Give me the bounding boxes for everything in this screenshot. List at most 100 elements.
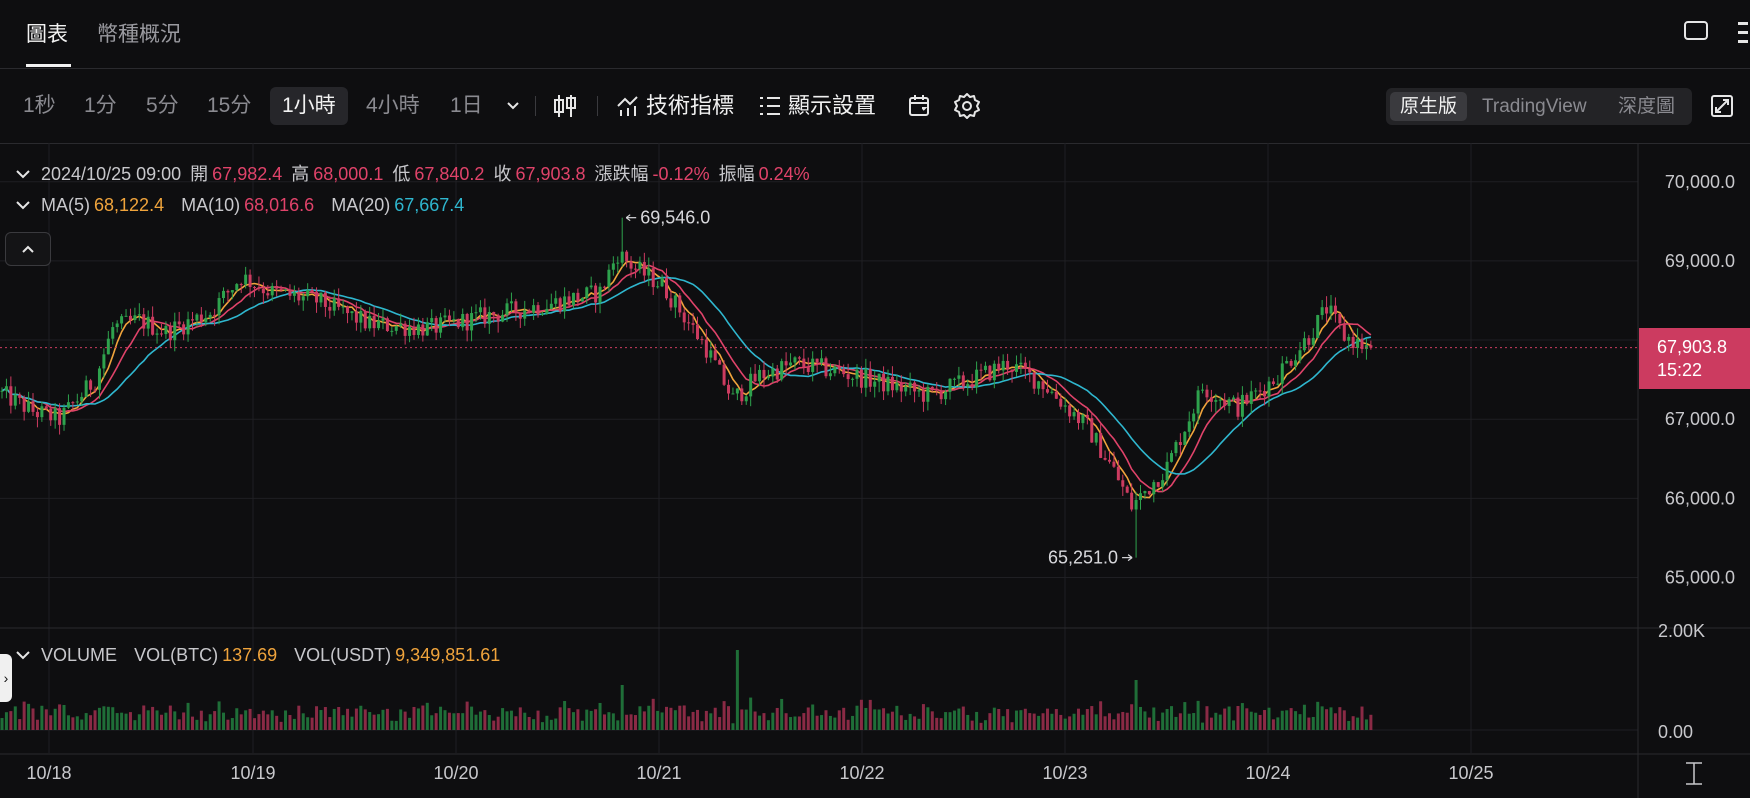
axis-reset-icon[interactable] (1686, 762, 1702, 785)
candle-body (53, 408, 57, 421)
timeframe-4h[interactable]: 4小時 (366, 94, 420, 117)
volume-bar (939, 718, 943, 730)
volume-bar (669, 707, 673, 730)
candle-body (1342, 323, 1346, 341)
more-icon[interactable] (1736, 20, 1750, 46)
calendar-icon[interactable] (907, 93, 933, 119)
view-tradingview[interactable]: TradingView (1482, 96, 1587, 117)
candle-body (997, 363, 1001, 371)
timeframe-15m[interactable]: 15分 (207, 94, 252, 117)
indicator-icon (617, 96, 638, 116)
candle-type-icon[interactable] (553, 93, 577, 119)
view-depth[interactable]: 深度圖 (1618, 96, 1676, 117)
candle-body (416, 324, 420, 335)
candle-body (363, 310, 367, 329)
chevron-down-icon[interactable] (14, 168, 32, 182)
volume-bar (673, 710, 677, 730)
volume-bar (665, 706, 668, 730)
volume-bar (704, 710, 708, 730)
candle-body (1099, 433, 1103, 458)
chevron-down-icon[interactable] (505, 99, 521, 113)
volume-bar (824, 710, 828, 730)
candle-body (771, 368, 775, 377)
volume-bar (31, 708, 35, 730)
volume-bar (895, 705, 899, 730)
ma-info: MA(5) 68,122.4 MA(10) 68,016.6 MA(20) 67,66… (14, 195, 468, 216)
ma5-line (1, 260, 1372, 499)
chevron-down-icon[interactable] (14, 199, 32, 213)
volume-bar (354, 708, 358, 730)
candle-body (328, 306, 332, 311)
candlestick-chart[interactable]: 69,546.0 65,251.0 65,000.0 66,000.0 67,000.… (0, 143, 1750, 798)
volume-bar (368, 712, 372, 730)
candle-body (487, 312, 491, 324)
change-value: -0.12% (652, 164, 710, 184)
volume-bar (279, 721, 283, 730)
candle-body (279, 288, 283, 291)
volume-bar (1108, 713, 1111, 730)
gear-icon[interactable] (953, 92, 981, 120)
volume-bar (820, 715, 824, 730)
timeframe-1h[interactable]: 1小時 (270, 87, 348, 125)
display-settings-button[interactable]: 顯示設置 (758, 87, 876, 125)
volume-bar (1143, 711, 1147, 730)
volume-bar (1045, 708, 1049, 730)
candle-body (248, 274, 252, 288)
indicators-button[interactable]: 技術指標 (616, 87, 734, 125)
timeframe-1d[interactable]: 1日 (450, 94, 483, 117)
volume-bar (213, 711, 217, 730)
candle-body (1063, 405, 1067, 407)
volume-label: VOLUME (41, 645, 118, 665)
side-panel-toggle[interactable]: › (0, 654, 12, 702)
volume-bar (975, 711, 979, 730)
chevron-down-icon[interactable] (14, 649, 32, 663)
volume-bar (487, 715, 491, 730)
view-native[interactable]: 原生版 (1390, 92, 1468, 121)
candle-body (673, 295, 677, 308)
volume-bar (687, 716, 691, 730)
volume-bar (868, 699, 872, 730)
candle-body (284, 289, 288, 291)
volume-bar (470, 706, 474, 730)
candle-body (970, 384, 974, 388)
volume-bar (164, 712, 168, 730)
tab-chart[interactable]: 圖表 (26, 23, 68, 46)
volume-bar (128, 712, 132, 730)
ohlc-datetime: 2024/10/25 09:00 (41, 164, 182, 184)
collapse-legend-button[interactable] (5, 232, 51, 266)
candle-body (217, 298, 221, 316)
volume-bar (1183, 702, 1187, 730)
candle-body (749, 373, 753, 397)
timeframe-1s[interactable]: 1秒 (23, 94, 56, 117)
volume-bar (620, 685, 624, 730)
volume-bar (722, 701, 726, 730)
volume-bar (1152, 707, 1156, 730)
candle-body (62, 407, 66, 425)
candle-body (275, 285, 279, 289)
candle-body (868, 368, 872, 387)
volume-bar (239, 714, 243, 730)
candle-body (585, 287, 589, 299)
candle-body (899, 382, 903, 392)
volume-bar (563, 701, 567, 730)
candle-body (1072, 412, 1076, 417)
volume-bar (509, 710, 513, 730)
timeframe-5m[interactable]: 5分 (146, 94, 179, 117)
candle-body (554, 298, 558, 304)
window-icon[interactable] (1684, 20, 1708, 42)
volume-bar (744, 709, 748, 730)
volume-bar (1103, 716, 1107, 730)
volume-bar (439, 706, 443, 730)
candle-body (1302, 338, 1306, 351)
time-tick-label: 10/23 (1042, 763, 1087, 783)
timeframe-1m[interactable]: 1分 (84, 94, 117, 117)
candle-body (793, 357, 797, 363)
candle-body (155, 333, 159, 335)
candle-body (434, 318, 438, 333)
candle-body (13, 394, 17, 406)
time-tick-label: 10/20 (433, 763, 478, 783)
volume-bar (589, 710, 593, 730)
tab-coin-overview[interactable]: 幣種概況 (97, 23, 181, 46)
fullscreen-icon[interactable] (1710, 94, 1734, 118)
candle-body (1156, 482, 1160, 487)
